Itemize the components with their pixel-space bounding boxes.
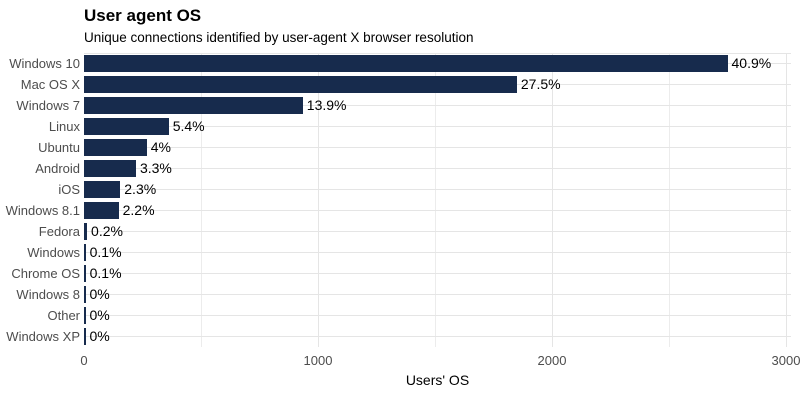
category-gridline [84, 147, 791, 148]
category-gridline [84, 105, 791, 106]
chart-subtitle: Unique connections identified by user-ag… [84, 30, 474, 45]
y-axis-label: Android [35, 161, 80, 176]
bar [84, 307, 86, 324]
y-axis-label: Ubuntu [38, 140, 80, 155]
value-label: 0.1% [89, 265, 122, 281]
bar [84, 139, 147, 156]
value-label: 4% [150, 139, 171, 155]
x-tick-label: 1000 [303, 353, 333, 368]
value-label: 2.2% [122, 202, 155, 218]
category-gridline [84, 210, 791, 211]
x-tick-label: 2000 [537, 353, 567, 368]
major-vertical-gridline [786, 53, 787, 347]
category-gridline [84, 252, 791, 253]
category-gridline [84, 273, 791, 274]
bar [84, 181, 121, 198]
value-label: 0% [89, 307, 110, 323]
major-vertical-gridline [552, 53, 553, 347]
y-axis-label: Windows 10 [9, 56, 80, 71]
bar [84, 223, 88, 240]
value-label: 5.4% [172, 118, 205, 134]
value-label: 0.2% [91, 223, 123, 239]
major-vertical-gridline [318, 53, 319, 347]
minor-vertical-gridline [201, 53, 202, 347]
bar [84, 202, 119, 219]
category-gridline [84, 231, 791, 232]
y-axis-label: Windows 8 [16, 287, 80, 302]
bar [84, 76, 517, 93]
category-gridline [84, 336, 791, 337]
value-label: 40.9% [731, 55, 772, 71]
value-label: 3.3% [139, 160, 172, 176]
category-gridline [84, 315, 791, 316]
chart-title: User agent OS [84, 6, 202, 25]
value-label: 2.3% [124, 181, 157, 197]
y-axis-label: iOS [58, 182, 80, 197]
plot-area: 40.9% 27.5% 13.9% 5.4% 4% 3.3% 2.3% 2.2% 0.2% 0.1… [84, 53, 791, 347]
y-axis-label: Fedora [38, 224, 80, 239]
category-gridline [84, 126, 791, 127]
y-axis-label: Windows [27, 245, 80, 260]
value-label: 27.5% [520, 76, 561, 92]
value-label: 13.9% [306, 97, 347, 113]
bar [84, 160, 136, 177]
y-axis-label: Windows 7 [16, 98, 80, 113]
minor-vertical-gridline [669, 53, 670, 347]
y-axis-label: Other [47, 308, 80, 323]
bar [84, 244, 86, 261]
bar [84, 55, 728, 72]
x-tick-label: 3000 [771, 353, 800, 368]
bar [84, 328, 86, 345]
value-label: 0.1% [89, 244, 122, 260]
bar [84, 97, 303, 114]
bar [84, 286, 86, 303]
value-label: 0% [89, 286, 110, 302]
x-tick-label: 0 [80, 353, 88, 368]
bar [84, 265, 86, 282]
y-axis-label: Windows 8.1 [5, 203, 80, 218]
y-axis-label: Chrome OS [11, 266, 80, 281]
y-axis-label: Windows XP [6, 329, 80, 344]
category-gridline [84, 189, 791, 190]
category-gridline [84, 168, 791, 169]
x-axis-title: Users' OS [405, 372, 470, 388]
category-gridline [84, 294, 791, 295]
panel-top-gridline [84, 53, 791, 54]
value-label: 0% [89, 328, 110, 344]
bar [84, 118, 169, 135]
y-axis-label: Mac OS X [20, 77, 80, 92]
y-axis-label: Linux [48, 119, 80, 134]
minor-vertical-gridline [435, 53, 436, 347]
